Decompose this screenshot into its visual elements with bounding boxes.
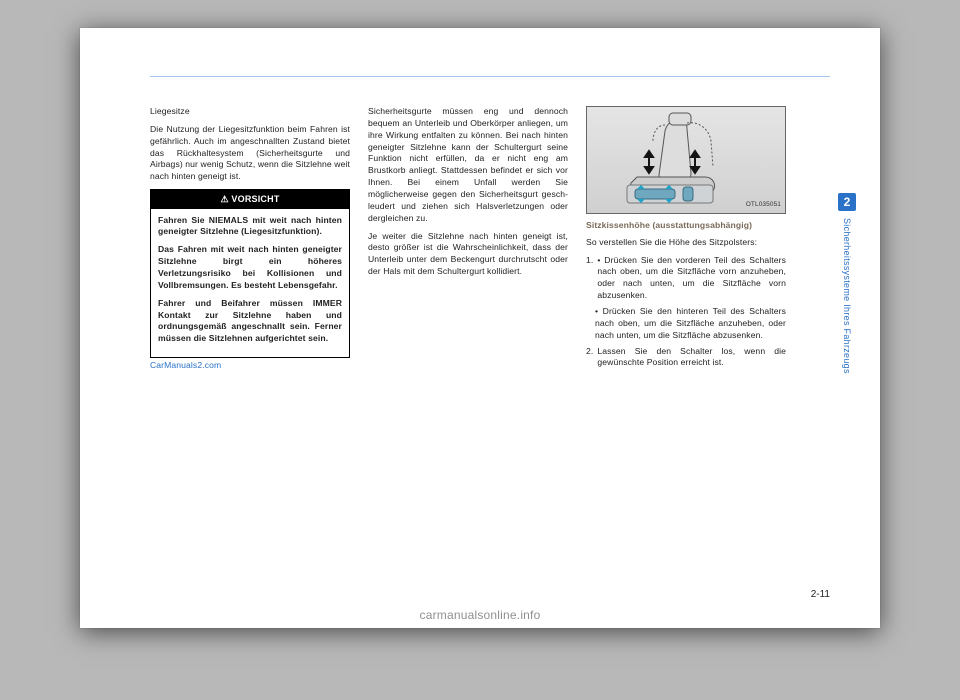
chapter-tab: 2 [838,193,856,211]
manual-page: Liegesitze Die Nutzung der Liegesitzfunk… [80,28,880,628]
list-item-1b-spacer [586,306,591,342]
caution-p3: Fahrer und Beifahrer müssen IMMER Kontak… [158,298,342,345]
seat-illustration-icon [587,107,786,214]
footer-watermark: carmanualsonline.info [420,608,541,622]
content-columns: Liegesitze Die Nutzung der Liegesitzfunk… [150,106,786,378]
list-item-2-number: 2. [586,346,593,370]
col1-intro: Die Nutzung der Liegesitzfunktion beim F… [150,124,350,183]
column-3: OTL035051 Sitzkissenhöhe (ausstattungsab… [586,106,786,378]
top-rule [150,76,830,77]
list-item-1b: • Drücken Sie den hinteren Teil des Scha… [586,306,786,342]
list-item-1-number: 1. [586,255,593,302]
caution-title: ⚠ VORSICHT [151,190,349,208]
caution-box: ⚠ VORSICHT Fahren Sie NIEMALS mit weit n… [150,189,350,358]
caution-p1: Fahren Sie NIEMALS mit weit nach hinten … [158,215,342,239]
list-item-1a-text: • Drücken Sie den vorderen Teil des Scha… [597,255,786,302]
list-item-2-text: Lassen Sie den Schalter los, wenn die ge… [597,346,786,370]
col1-heading: Liegesitze [150,106,350,118]
caution-body: Fahren Sie NIEMALS mit weit nach hinten … [151,209,349,358]
seat-figure: OTL035051 [586,106,786,214]
caution-p2: Das Fahren mit weit nach hinten geneigte… [158,244,342,291]
col2-p1: Sicherheitsgurte müssen eng und dennoch … [368,106,568,225]
chapter-side-label: Sicherheitssysteme Ihres Fahrzeugs [840,218,852,458]
col2-p2: Je weiter die Sitzlehne nach hinten gene… [368,231,568,278]
list-item-1b-text: • Drücken Sie den hinteren Teil des Scha… [595,306,786,342]
col3-intro: So verstellen Sie die Höhe des Sitzpolst… [586,237,786,249]
list-item-1: 1. • Drücken Sie den vorderen Teil des S… [586,255,786,302]
carmanuals2-watermark: CarManuals2.com [150,360,350,372]
page-number: 2-11 [811,589,830,600]
column-1: Liegesitze Die Nutzung der Liegesitzfunk… [150,106,350,378]
chapter-tab-number: 2 [844,195,851,209]
col3-subhead: Sitzkissenhöhe (ausstattungsabhängig) [586,220,786,231]
list-item-2: 2. Lassen Sie den Schalter los, wenn die… [586,346,786,370]
figure-code: OTL035051 [746,201,781,210]
column-2: Sicherheitsgurte müssen eng und dennoch … [368,106,568,378]
